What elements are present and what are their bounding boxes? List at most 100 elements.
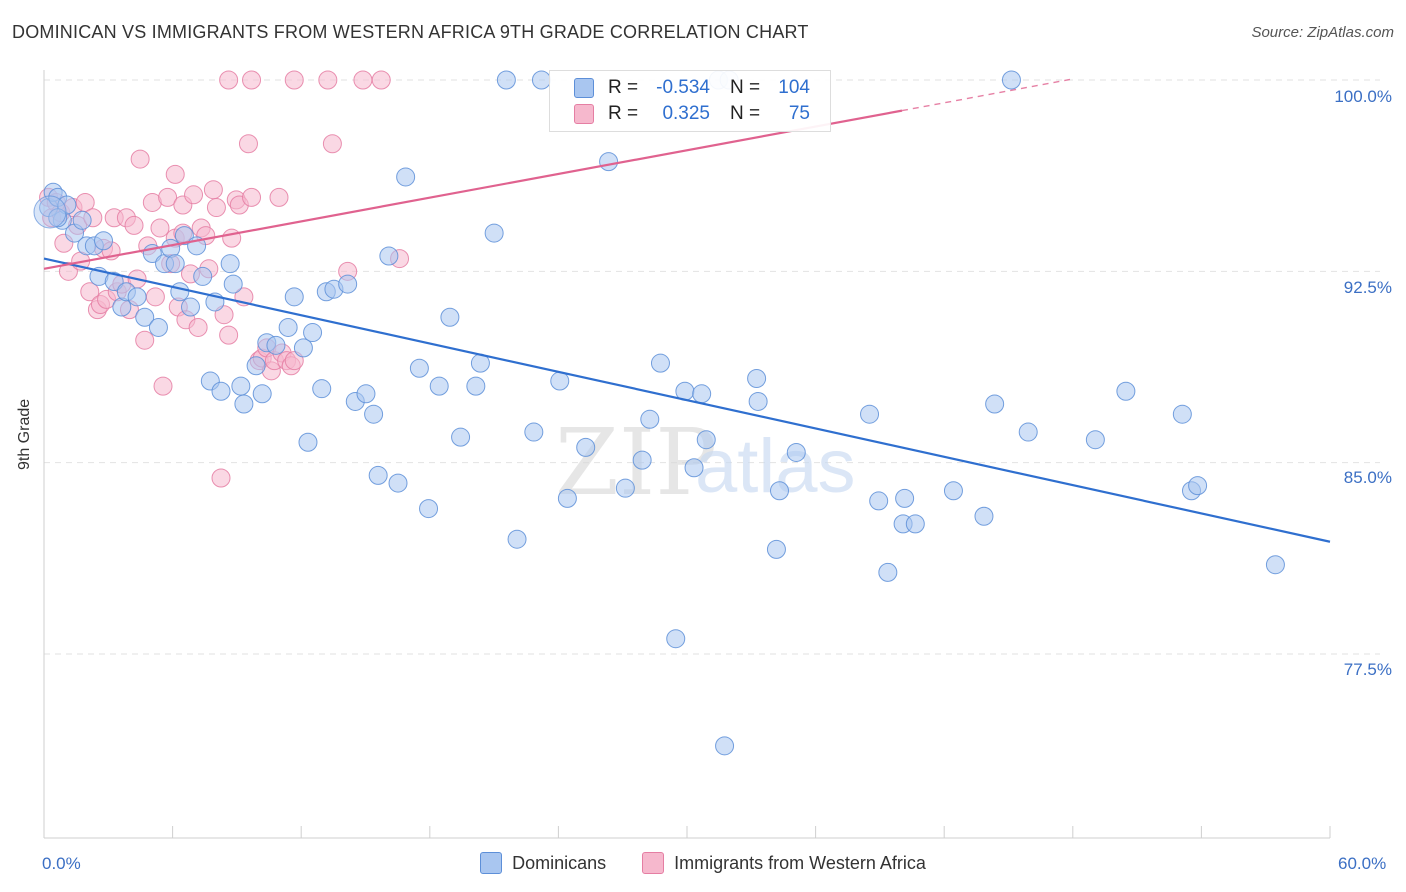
dominicans-point-90 (974, 506, 994, 526)
western-africa-point-64 (318, 70, 338, 90)
watermark: ZIP atlas (555, 409, 856, 516)
y-tick-label-92-5: 92.5% (1343, 278, 1392, 297)
dominicans-point-25 (193, 266, 213, 286)
western-africa-point-28 (145, 287, 165, 307)
dominicans-point-34 (252, 384, 272, 404)
dominicans-point-28 (211, 381, 231, 401)
dominicans-point-87 (895, 488, 915, 508)
dominicans-point-23 (180, 297, 200, 317)
dominicans-cluster-point (33, 195, 67, 229)
dominicans-point-30 (223, 274, 243, 294)
dominicans-point-82 (786, 442, 806, 462)
dominicans-point-99 (1265, 555, 1285, 575)
dominicans-point-6 (72, 210, 92, 230)
western-africa-point-48 (222, 228, 242, 248)
dominicans-point-65 (557, 488, 577, 508)
western-africa-trend-line (43, 109, 903, 270)
series-legend: Dominicans Immigrants from Western Afric… (0, 852, 1406, 874)
dominicans-point-29 (220, 254, 240, 274)
dominicans-point-77 (715, 736, 735, 756)
dominicans-point-55 (429, 376, 449, 396)
dominicans-point-64 (550, 371, 570, 391)
dominicans-point-31 (231, 376, 251, 396)
dominicans-point-40 (298, 432, 318, 452)
western-africa-point-25 (135, 330, 155, 350)
dominicans-point-45 (338, 274, 358, 294)
legend-row-western-africa: R = 0.325 N = 75 (574, 100, 810, 128)
dominicans-point-57 (451, 427, 471, 447)
legend-n-value-western-africa: 75 (788, 103, 810, 124)
legend-item-dominicans: Dominicans (480, 852, 606, 874)
western-africa-point-68 (371, 70, 391, 90)
x-tick-label-min: 0.0% (42, 854, 81, 873)
dominicans-point-22 (174, 226, 194, 246)
western-africa-point-29 (150, 218, 170, 238)
dominicans-trend-line (43, 257, 1331, 543)
y-axis-title: 9th Grade (16, 398, 33, 470)
dominicans-point-68 (615, 478, 635, 498)
dominicans-point-96 (1172, 404, 1192, 424)
legend-item-western-africa: Immigrants from Western Africa (642, 852, 926, 874)
dominicans-point-37 (278, 317, 298, 337)
dominicans-point-60 (484, 223, 504, 243)
source-label: Source: ZipAtlas.com (1251, 24, 1394, 41)
dominicans-point-36 (266, 335, 286, 355)
western-africa-point-31 (158, 187, 178, 207)
dominicans-point-10 (94, 231, 114, 251)
y-tick-label-77-5: 77.5% (1343, 660, 1392, 679)
dominicans-point-76 (696, 430, 716, 450)
legend-r-value-western-africa: 0.325 (662, 103, 710, 124)
western-africa-trend-extension (901, 78, 1071, 112)
dominicans-point-50 (379, 246, 399, 266)
chart-title: DOMINICAN VS IMMIGRANTS FROM WESTERN AFR… (12, 22, 809, 42)
dominicans-point-98 (1188, 476, 1208, 496)
western-africa-point-71 (242, 70, 262, 90)
western-africa-point-39 (188, 317, 208, 337)
dominicans-point-48 (364, 404, 384, 424)
y-tick-label-85: 85.0% (1343, 468, 1392, 487)
legend-swatch-blue (574, 78, 594, 98)
western-africa-point-30 (153, 376, 173, 396)
x-tick-label-max: 60.0% (1338, 854, 1387, 873)
western-africa-point-53 (242, 187, 262, 207)
western-africa-point-45 (211, 468, 231, 488)
western-africa-point-70 (219, 70, 239, 90)
dominicans-point-42 (312, 379, 332, 399)
legend-swatch-dominicans (480, 852, 503, 874)
dominicans-point-20 (165, 254, 185, 274)
western-africa-point-67 (353, 70, 373, 90)
legend-label-dominicans: Dominicans (512, 852, 607, 873)
dominicans-point-67 (599, 152, 619, 172)
dominicans-point-58 (466, 376, 486, 396)
western-africa-point-47 (219, 325, 239, 345)
western-africa-point-52 (238, 134, 258, 154)
western-africa-point-73 (165, 164, 185, 184)
legend-r-value-dominicans: -0.534 (656, 77, 710, 98)
dominicans-point-83 (860, 404, 880, 424)
legend-swatch-pink (574, 104, 594, 124)
dominicans-point-80 (769, 481, 789, 501)
dominicans-point-53 (409, 358, 429, 378)
dominicans-point-85 (878, 562, 898, 582)
western-africa-point-59 (269, 187, 289, 207)
dominicans-point-81 (766, 539, 786, 559)
dominicans-point-92 (1001, 70, 1021, 90)
dominicans-point-95 (1116, 381, 1136, 401)
legend-row-dominicans: R = -0.534 N = 104 (574, 74, 810, 102)
dominicans-point-38 (284, 287, 304, 307)
dominicans-point-72 (666, 629, 686, 649)
dominicans-point-66 (576, 437, 596, 457)
y-tick-label-100: 100.0% (1334, 87, 1392, 106)
dominicans-point-15 (135, 307, 155, 327)
dominicans-points (33, 70, 1285, 756)
legend-n-label: N = (730, 103, 761, 124)
dominicans-point-62 (524, 422, 544, 442)
western-africa-point-65 (322, 134, 342, 154)
dominicans-point-74 (684, 458, 704, 478)
dominicans-point-56 (440, 307, 460, 327)
dominicans-point-11 (104, 272, 124, 292)
legend-n-value-dominicans: 104 (778, 77, 810, 98)
dominicans-point-91 (985, 394, 1005, 414)
dominicans-point-32 (234, 394, 254, 414)
